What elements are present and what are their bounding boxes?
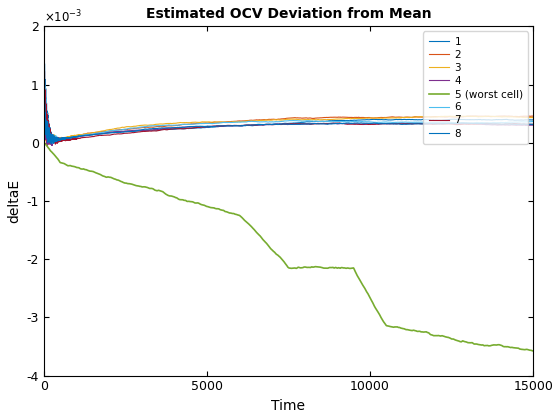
1 — [152, 128, 158, 133]
2 — [482, 114, 489, 119]
4 — [482, 122, 489, 127]
7 — [482, 121, 489, 126]
2 — [46, 142, 53, 147]
4 — [40, 116, 47, 121]
3 — [151, 122, 158, 127]
6 — [155, 123, 161, 128]
3 — [152, 122, 158, 127]
Line: 2: 2 — [44, 96, 533, 144]
5 (worst cell) — [151, 187, 157, 192]
4 — [40, 97, 47, 102]
4 — [155, 127, 161, 132]
Title: Estimated OCV Deviation from Mean: Estimated OCV Deviation from Mean — [146, 7, 431, 21]
3 — [482, 114, 489, 119]
Y-axis label: deltaE: deltaE — [7, 179, 21, 223]
2 — [118, 127, 124, 132]
7 — [225, 123, 232, 128]
5 (worst cell) — [40, 141, 47, 146]
3 — [118, 125, 125, 130]
Text: $\times10^{-3}$: $\times10^{-3}$ — [44, 9, 82, 26]
1 — [155, 128, 161, 133]
5 (worst cell) — [482, 343, 489, 348]
7 — [151, 129, 157, 134]
Line: 1: 1 — [44, 46, 533, 142]
2 — [40, 93, 47, 98]
7 — [118, 131, 124, 136]
8 — [48, 142, 55, 147]
1 — [50, 140, 57, 145]
3 — [40, 126, 47, 131]
8 — [151, 126, 157, 131]
6 — [530, 119, 536, 124]
5 (worst cell) — [530, 348, 536, 353]
Line: 4: 4 — [44, 100, 533, 146]
1 — [225, 123, 232, 129]
4 — [44, 143, 50, 148]
6 — [225, 120, 232, 125]
Line: 8: 8 — [44, 94, 533, 144]
7 — [152, 129, 158, 134]
8 — [155, 126, 161, 131]
3 — [225, 120, 232, 125]
Line: 7: 7 — [44, 67, 533, 144]
5 (worst cell) — [155, 188, 161, 193]
8 — [482, 121, 489, 126]
Line: 6: 6 — [44, 61, 533, 143]
2 — [225, 119, 232, 124]
Line: 3: 3 — [44, 109, 533, 146]
4 — [225, 123, 232, 128]
1 — [151, 128, 157, 133]
8 — [118, 130, 124, 135]
7 — [155, 128, 161, 133]
6 — [482, 120, 489, 125]
6 — [40, 58, 47, 63]
Legend: 1, 2, 3, 4, 5 (worst cell), 6, 7, 8: 1, 2, 3, 4, 5 (worst cell), 6, 7, 8 — [423, 32, 528, 144]
6 — [151, 123, 158, 129]
5 (worst cell) — [529, 348, 536, 353]
3 — [40, 107, 47, 112]
2 — [152, 124, 158, 129]
2 — [151, 125, 157, 130]
5 (worst cell) — [118, 179, 124, 184]
1 — [40, 44, 47, 49]
5 (worst cell) — [40, 141, 47, 146]
6 — [118, 127, 125, 132]
4 — [151, 127, 158, 132]
7 — [40, 64, 47, 69]
8 — [530, 122, 536, 127]
2 — [530, 114, 536, 119]
Line: 5 (worst cell): 5 (worst cell) — [44, 143, 533, 351]
6 — [152, 123, 158, 129]
5 (worst cell) — [152, 188, 158, 193]
3 — [155, 122, 161, 127]
8 — [40, 92, 47, 97]
6 — [50, 141, 57, 146]
2 — [155, 124, 161, 129]
3 — [43, 143, 50, 148]
7 — [530, 122, 536, 127]
5 (worst cell) — [225, 210, 232, 215]
3 — [530, 115, 536, 120]
8 — [225, 123, 232, 129]
4 — [118, 129, 125, 134]
4 — [530, 123, 536, 128]
1 — [530, 117, 536, 122]
X-axis label: Time: Time — [272, 399, 305, 413]
1 — [118, 129, 124, 134]
1 — [482, 117, 489, 122]
6 — [40, 71, 47, 76]
4 — [152, 127, 158, 132]
8 — [152, 126, 158, 131]
7 — [52, 142, 59, 147]
